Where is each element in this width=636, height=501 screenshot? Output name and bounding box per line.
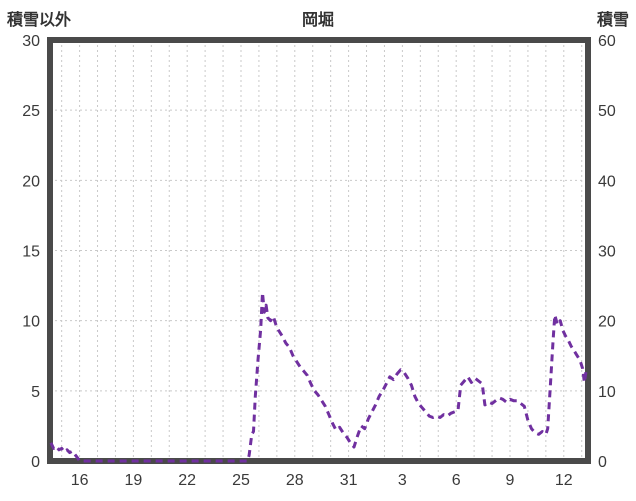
x-axis-tick-label: 19 (124, 472, 142, 489)
x-axis-tick-label: 28 (286, 472, 304, 489)
x-axis-tick-label: 3 (398, 472, 407, 489)
left-axis-tick-label: 10 (22, 314, 40, 331)
right-axis-tick-label: 20 (598, 314, 616, 331)
left-axis-tick-label: 5 (31, 384, 40, 401)
x-axis-tick-label: 12 (555, 472, 573, 489)
chart-header: 積雪以外 岡堀 積雪 (0, 4, 636, 30)
x-axis-tick-label: 16 (71, 472, 89, 489)
series-line (49, 291, 588, 463)
plot-frame (47, 37, 591, 464)
right-axis-tick-label: 30 (598, 244, 616, 261)
x-axis-tick-label: 31 (340, 472, 358, 489)
right-axis-tick-label: 60 (598, 33, 616, 50)
left-axis-title: 積雪以外 (7, 12, 72, 29)
right-axis-title: 積雪 (596, 12, 629, 29)
left-axis-tick-label: 0 (31, 454, 40, 471)
left-axis-tick-label: 30 (22, 33, 40, 50)
x-axis-tick-label: 6 (452, 472, 461, 489)
right-axis-tick-label: 50 (598, 103, 616, 120)
left-axis-tick-label: 25 (22, 103, 40, 120)
right-axis-tick-label: 10 (598, 384, 616, 401)
left-axis-tick-label: 20 (22, 173, 40, 190)
left-axis-tick-label: 15 (22, 244, 40, 261)
right-axis-tick-label: 0 (598, 454, 607, 471)
chart-title: 岡堀 (301, 12, 334, 29)
x-axis-tick-label: 25 (232, 472, 250, 489)
right-axis-tick-label: 40 (598, 173, 616, 190)
x-axis-tick-label: 22 (178, 472, 196, 489)
x-axis-tick-label: 9 (506, 472, 515, 489)
